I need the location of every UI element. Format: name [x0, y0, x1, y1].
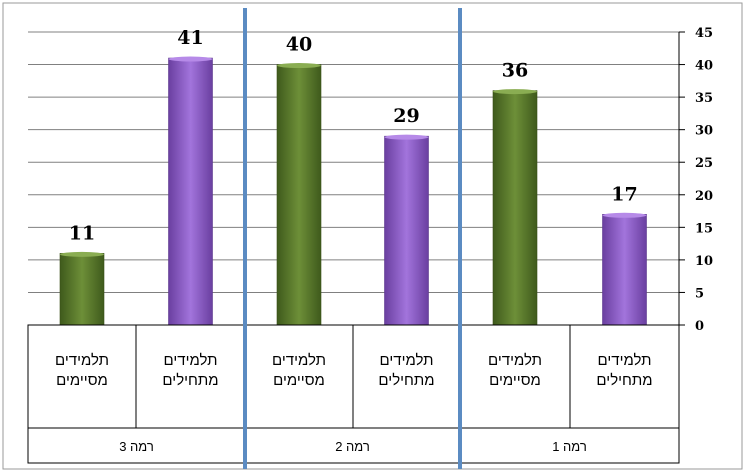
- y-tick-label: 15: [695, 221, 713, 236]
- y-tick-label: 20: [695, 189, 713, 204]
- bar: [602, 214, 647, 326]
- y-tick-label: 45: [695, 26, 713, 41]
- data-label: 29: [393, 105, 419, 127]
- bar: [384, 135, 429, 326]
- y-tick-label: 5: [695, 286, 704, 301]
- data-label: 41: [177, 27, 203, 49]
- bar: [492, 90, 538, 326]
- bar-cap: [168, 56, 213, 62]
- bar-cap: [493, 89, 537, 95]
- y-tick-label: 0: [695, 319, 704, 334]
- category-label: תלמידים מתחילים: [596, 352, 652, 389]
- bar: [276, 64, 322, 326]
- bar-cap: [384, 134, 429, 140]
- bar-cap: [602, 212, 647, 218]
- category-label: תלמידים מסיימים: [55, 352, 109, 389]
- bar: [59, 253, 105, 326]
- category-label: תלמידים מסיימים: [488, 352, 542, 389]
- bar-cap: [60, 251, 104, 257]
- y-tick-label: 25: [695, 156, 713, 171]
- y-tick-label: 35: [695, 91, 713, 106]
- group-label: רמה 2: [335, 439, 370, 454]
- data-label: 40: [286, 34, 312, 56]
- category-label: תלמידים מתחילים: [378, 352, 434, 389]
- data-label: 36: [502, 60, 528, 82]
- y-tick-label: 30: [695, 124, 713, 139]
- bar-cap: [277, 63, 321, 69]
- category-label: תלמידים מתחילים: [162, 352, 218, 389]
- group-label: רמה 3: [119, 439, 154, 454]
- data-label: 17: [611, 183, 637, 205]
- category-label: תלמידים מסיימים: [272, 352, 326, 389]
- bar: [168, 57, 213, 326]
- data-label: 11: [69, 222, 95, 244]
- group-label: רמה 1: [552, 439, 587, 454]
- y-tick-label: 40: [695, 59, 713, 74]
- y-tick-label: 10: [695, 254, 713, 269]
